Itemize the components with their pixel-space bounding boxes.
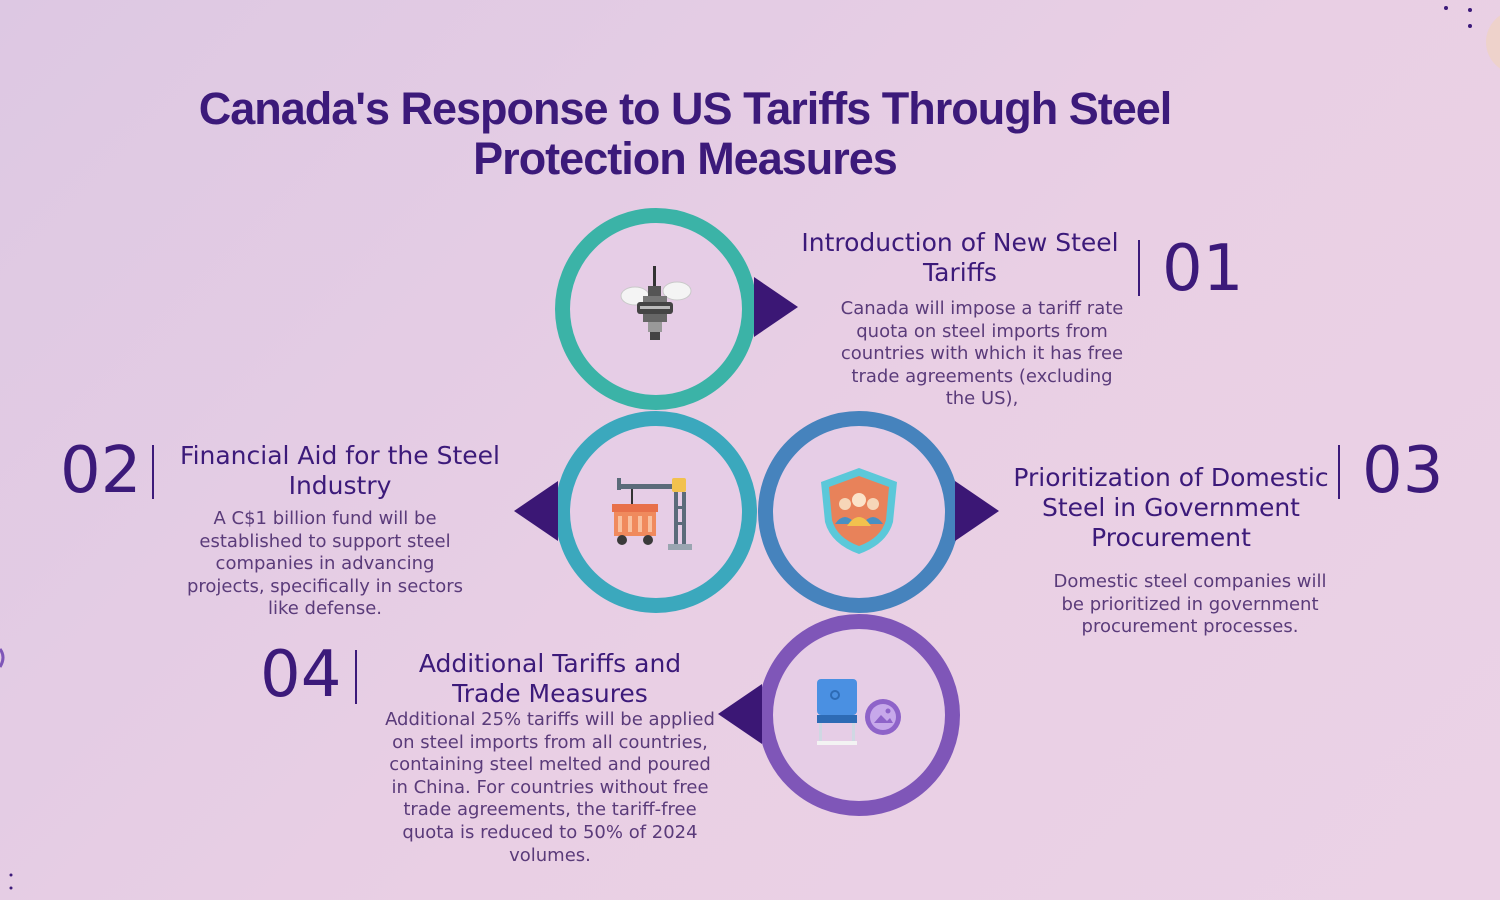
shield-group-icon [809,460,909,564]
step-4-number: 04 [260,638,342,712]
crane-cargo-icon [602,458,702,562]
bottom-left-dots [8,872,14,898]
step-1-divider [1138,240,1140,296]
step-3-arrow [955,481,999,541]
step-1-ring [555,208,757,410]
step-2-divider [152,445,154,499]
page-title: Canada's Response to US Tariffs Through … [198,83,1173,184]
step-3-description: Domestic steel companies will be priorit… [1053,571,1327,638]
step-4-divider [355,650,357,704]
step-3-divider [1338,445,1340,499]
step-1-number: 01 [1162,232,1244,306]
step-2-arrow [514,481,558,541]
left-edge-decoration [0,645,10,679]
step-1-description: Canada will impose a tariff rate quota o… [840,298,1124,410]
step-1-arrow [754,277,798,337]
step-3-number: 03 [1362,434,1444,508]
step-2-number: 02 [60,434,142,508]
step-4-description: Additional 25% tariffs will be applied o… [385,709,715,866]
step-3-ring [758,411,960,613]
step-1-heading: Introduction of New Steel Tariffs [801,228,1119,287]
step-4-arrow [718,684,762,744]
tower-icon [605,258,705,362]
step-2-ring [555,411,757,613]
corner-decoration [1440,0,1500,99]
step-3-heading: Prioritization of Domestic Steel in Gove… [1013,463,1329,552]
step-4-heading: Additional Tariffs and Trade Measures [418,649,682,708]
step-2-description: A C$1 billion fund will be established t… [186,508,464,620]
step-2-heading: Financial Aid for the Steel Industry [180,441,500,500]
vote-box-icon [811,675,911,759]
step-4-ring [758,614,960,816]
